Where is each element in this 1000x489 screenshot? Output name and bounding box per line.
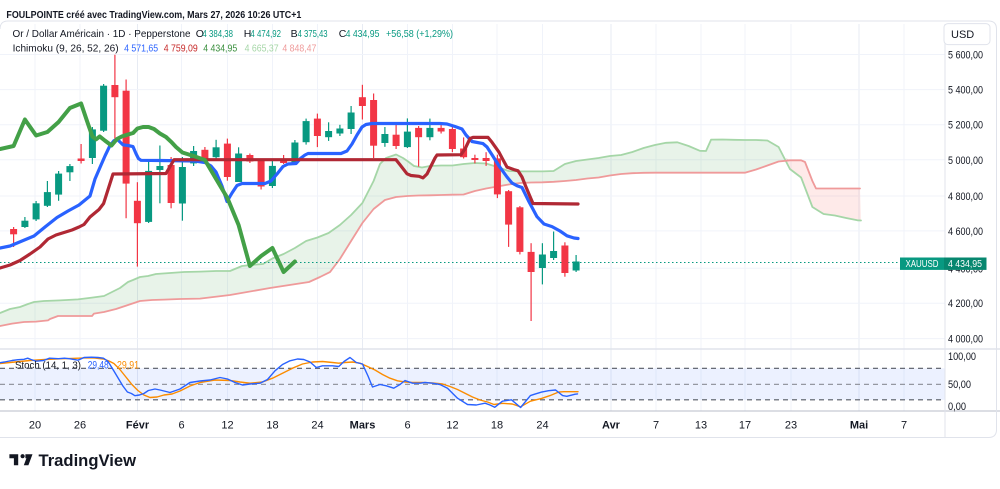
svg-text:50,00: 50,00 bbox=[948, 379, 971, 391]
svg-text:29,91: 29,91 bbox=[117, 360, 139, 372]
svg-text:4 474,92: 4 474,92 bbox=[250, 28, 281, 40]
svg-text:6: 6 bbox=[404, 420, 410, 432]
svg-text:4 600,00: 4 600,00 bbox=[948, 226, 983, 238]
svg-text:20: 20 bbox=[29, 420, 41, 432]
svg-text:5 400,00: 5 400,00 bbox=[948, 85, 983, 97]
svg-text:TradingView: TradingView bbox=[39, 451, 137, 470]
svg-text:B: B bbox=[291, 28, 298, 40]
svg-text:18: 18 bbox=[266, 420, 278, 432]
svg-text:H: H bbox=[244, 28, 252, 40]
svg-text:4 000,00: 4 000,00 bbox=[948, 334, 983, 346]
svg-text:O: O bbox=[196, 28, 204, 40]
svg-text:4 848,47: 4 848,47 bbox=[282, 43, 316, 55]
svg-text:5 000,00: 5 000,00 bbox=[948, 155, 983, 167]
svg-text:12: 12 bbox=[446, 420, 458, 432]
svg-text:C: C bbox=[339, 28, 347, 40]
svg-text:FOULPOINTE créé avec TradingVi: FOULPOINTE créé avec TradingView.com, Ma… bbox=[6, 9, 301, 21]
svg-text:17: 17 bbox=[739, 420, 751, 432]
svg-text:Mars: Mars bbox=[350, 420, 376, 432]
svg-text:4 434,95: 4 434,95 bbox=[948, 259, 982, 270]
svg-text:6: 6 bbox=[178, 420, 184, 432]
svg-text:+56,58 (+1,29%): +56,58 (+1,29%) bbox=[386, 28, 453, 40]
svg-text:4 571,65: 4 571,65 bbox=[124, 43, 158, 55]
svg-text:Ichimoku (9, 26, 52, 26): Ichimoku (9, 26, 52, 26) bbox=[13, 43, 119, 55]
svg-text:Stoch (14, 1, 3): Stoch (14, 1, 3) bbox=[15, 360, 81, 372]
svg-text:7: 7 bbox=[901, 420, 907, 432]
svg-text:4 434,95: 4 434,95 bbox=[346, 28, 380, 40]
svg-text:23: 23 bbox=[785, 420, 797, 432]
svg-text:Or / Dollar Américain · 1D · P: Or / Dollar Américain · 1D · Pepperstone bbox=[13, 28, 191, 40]
svg-text:4 800,00: 4 800,00 bbox=[948, 191, 983, 203]
svg-text:4 434,95: 4 434,95 bbox=[203, 43, 237, 55]
svg-text:100,00: 100,00 bbox=[948, 351, 976, 363]
svg-text:4 665,37: 4 665,37 bbox=[245, 43, 279, 55]
svg-text:7: 7 bbox=[653, 420, 659, 432]
svg-text:0,00: 0,00 bbox=[948, 401, 966, 413]
svg-text:Avr: Avr bbox=[602, 420, 621, 432]
svg-text:4 375,43: 4 375,43 bbox=[298, 28, 328, 40]
svg-text:4 200,00: 4 200,00 bbox=[948, 298, 983, 310]
svg-text:USD: USD bbox=[951, 29, 974, 41]
svg-text:XAUUSD: XAUUSD bbox=[906, 259, 939, 270]
svg-text:4 759,09: 4 759,09 bbox=[164, 43, 198, 55]
svg-text:Févr: Févr bbox=[126, 420, 150, 432]
svg-text:Mai: Mai bbox=[850, 420, 868, 432]
svg-text:18: 18 bbox=[491, 420, 503, 432]
svg-text:12: 12 bbox=[221, 420, 233, 432]
svg-text:13: 13 bbox=[695, 420, 707, 432]
svg-text:5 600,00: 5 600,00 bbox=[948, 50, 983, 62]
svg-text:5 200,00: 5 200,00 bbox=[948, 120, 983, 132]
svg-text:4 384,38: 4 384,38 bbox=[202, 28, 233, 40]
svg-text:29,48: 29,48 bbox=[88, 360, 109, 372]
svg-text:24: 24 bbox=[311, 420, 323, 432]
svg-text:24: 24 bbox=[536, 420, 548, 432]
svg-text:26: 26 bbox=[74, 420, 86, 432]
